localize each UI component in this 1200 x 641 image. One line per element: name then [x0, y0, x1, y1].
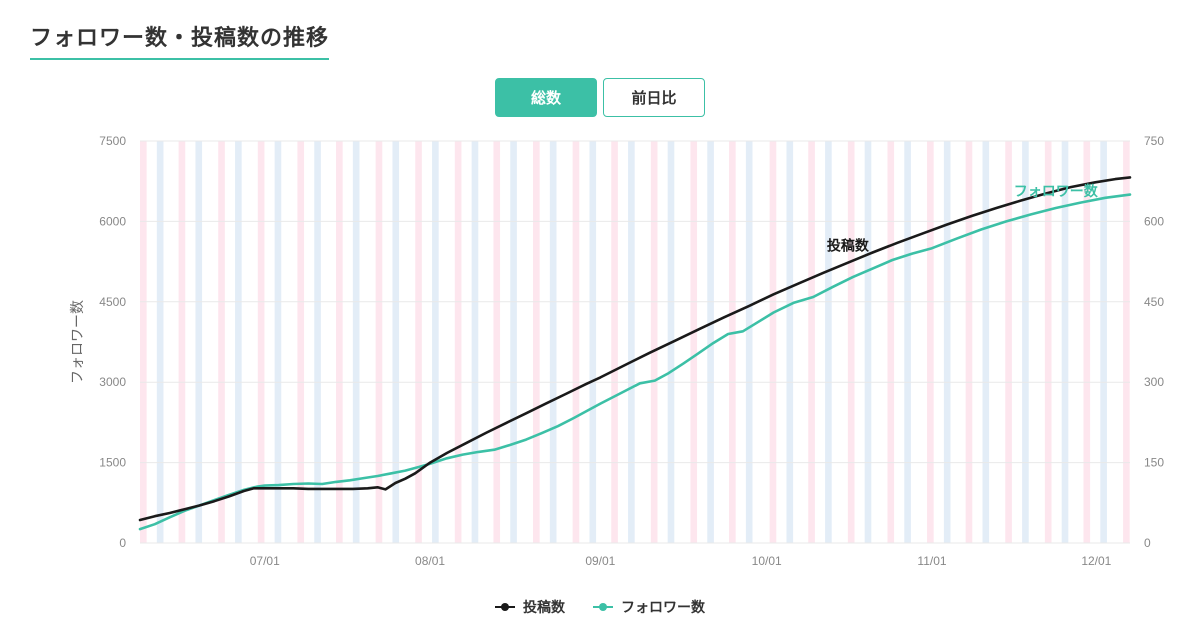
svg-text:6000: 6000 — [99, 214, 126, 228]
svg-text:12/01: 12/01 — [1081, 554, 1111, 568]
svg-text:1500: 1500 — [99, 456, 126, 470]
legend-swatch-posts — [495, 606, 515, 608]
page-root: フォロワー数・投稿数の推移 総数 前日比 0150030004500600075… — [0, 0, 1200, 641]
legend-item-posts: 投稿数 — [495, 597, 565, 617]
chart-legend: 投稿数 フォロワー数 — [30, 597, 1170, 617]
svg-text:450: 450 — [1144, 295, 1164, 309]
svg-text:フォロワー数: フォロワー数 — [69, 300, 85, 384]
svg-text:11/01: 11/01 — [917, 554, 946, 568]
view-tabs: 総数 前日比 — [30, 78, 1170, 117]
svg-text:3000: 3000 — [99, 375, 126, 389]
svg-text:09/01: 09/01 — [585, 554, 615, 568]
legend-label-followers: フォロワー数 — [621, 597, 705, 617]
svg-text:07/01: 07/01 — [250, 554, 280, 568]
legend-item-followers: フォロワー数 — [593, 597, 705, 617]
trend-chart: 0 1500 3000 4500 6000 7500 0 150 300 450 600 750 07/… — [30, 123, 1170, 593]
svg-text:フォロワー数: フォロワー数 — [1014, 183, 1099, 199]
svg-text:750: 750 — [1144, 134, 1164, 148]
chart-container: 0 1500 3000 4500 6000 7500 0 150 300 450 600 750 07/… — [30, 123, 1170, 593]
page-title: フォロワー数・投稿数の推移 — [30, 20, 329, 60]
svg-text:300: 300 — [1144, 375, 1164, 389]
tab-total[interactable]: 総数 — [495, 78, 597, 117]
tab-delta[interactable]: 前日比 — [603, 78, 705, 117]
svg-text:0: 0 — [119, 536, 126, 550]
legend-swatch-followers — [593, 606, 613, 608]
svg-text:7500: 7500 — [99, 134, 126, 148]
svg-text:10/01: 10/01 — [752, 554, 782, 568]
legend-label-posts: 投稿数 — [523, 597, 565, 617]
svg-text:150: 150 — [1144, 456, 1164, 470]
svg-text:4500: 4500 — [99, 295, 126, 309]
svg-text:600: 600 — [1144, 214, 1164, 228]
svg-text:08/01: 08/01 — [415, 554, 445, 568]
svg-text:0: 0 — [1144, 536, 1151, 550]
svg-text:投稿数: 投稿数 — [827, 238, 870, 254]
